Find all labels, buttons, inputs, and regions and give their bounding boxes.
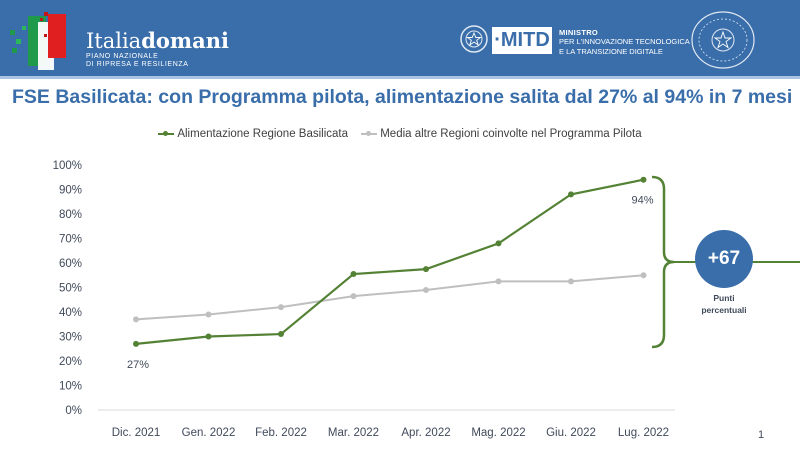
data-point-1 (278, 304, 284, 311)
y-axis-ticks: 0% 10% 20% 30% 40% 50% 60% 70% 80% 90% 100% (53, 160, 82, 417)
ministry-line1: PER L'INNOVAZIONE TECNOLOGICA (559, 37, 690, 46)
x-tick-label: Dic. 2021 (112, 427, 161, 439)
legend-label-media: Media altre Regioni coinvolte nel Progra… (380, 128, 642, 140)
data-point-0 (133, 340, 139, 347)
series-group (133, 176, 647, 347)
series-line-1 (135, 274, 644, 321)
legend-swatch-basilicata (158, 131, 175, 136)
mitd-logo: ·MITD (492, 27, 552, 54)
data-point-0 (495, 240, 502, 247)
legend-item-media: Media altre Regioni coinvolte nel Progra… (361, 128, 642, 140)
y-tick-label: 100% (53, 160, 82, 172)
ministry-line2: E LA TRANSIZIONE DIGITALE (559, 47, 663, 56)
x-tick-label: Apr. 2022 (401, 427, 450, 439)
difference-caption-line1: Punti (713, 293, 735, 303)
difference-brace (651, 175, 675, 349)
chart-legend: Alimentazione Regione Basilicata Media a… (0, 126, 800, 140)
data-point-0 (350, 271, 357, 278)
brand-name: Italiadomani (86, 28, 229, 53)
difference-caption: Punti percentuali (684, 292, 764, 316)
brand-subtitle-line2: DI RIPRESA E RESILIENZA (86, 61, 189, 68)
x-tick-label: Mag. 2022 (471, 427, 525, 439)
difference-badge: +67 (695, 230, 753, 288)
page-number: 1 (758, 429, 765, 441)
y-tick-label: 90% (59, 185, 82, 197)
y-tick-label: 20% (59, 356, 82, 368)
y-tick-label: 40% (59, 307, 82, 319)
government-seal-icon (691, 11, 755, 69)
data-point-1 (205, 311, 212, 318)
data-point-1 (423, 286, 429, 293)
data-labels: 27% 94% (127, 195, 654, 371)
data-point-0 (205, 333, 212, 340)
data-point-0 (278, 331, 284, 338)
legend-label-basilicata: Alimentazione Regione Basilicata (177, 128, 349, 140)
y-tick-label: 60% (59, 258, 82, 270)
x-tick-label: Giu. 2022 (546, 427, 596, 439)
data-point-0 (568, 191, 574, 198)
y-tick-label: 30% (59, 332, 82, 344)
brand-subtitle-line1: PIANO NAZIONALE (86, 53, 159, 60)
data-point-0 (640, 176, 647, 183)
data-point-0 (423, 266, 429, 273)
y-tick-label: 0% (65, 405, 82, 417)
data-point-1 (568, 278, 574, 285)
data-point-1 (350, 293, 357, 300)
x-tick-label: Mar. 2022 (328, 427, 379, 439)
data-point-1 (133, 316, 139, 323)
y-tick-label: 50% (59, 283, 82, 295)
legend-item-basilicata: Alimentazione Regione Basilicata (158, 128, 348, 140)
data-label: 27% (127, 359, 149, 371)
y-tick-label: 10% (59, 381, 82, 393)
x-tick-label: Gen. 2022 (182, 427, 236, 439)
y-tick-label: 70% (59, 234, 82, 246)
brand-subtitle: PIANO NAZIONALE DI RIPRESA E RESILIENZA (86, 53, 189, 69)
data-label: 94% (631, 195, 653, 207)
line-chart: 0% 10% 20% 30% 40% 50% 60% 70% 80% 90% 100% Dic. 2… (53, 160, 800, 439)
chart-title: FSE Basilicata: con Programma pilota, al… (12, 86, 793, 108)
series-line-0 (135, 178, 644, 345)
republic-emblem-icon (460, 25, 488, 53)
y-tick-label: 80% (59, 209, 82, 221)
legend-swatch-media (361, 131, 378, 136)
difference-caption-line2: percentuali (701, 305, 747, 315)
x-axis-ticks: Dic. 2021 Gen. 2022 Feb. 2022 Mar. 2022 Apr.… (112, 427, 669, 439)
italiadomani-logo-icon (10, 12, 66, 70)
header-divider (0, 76, 800, 79)
x-tick-label: Feb. 2022 (255, 427, 307, 439)
data-point-1 (495, 278, 502, 285)
brand-name-bold: domani (141, 28, 229, 53)
ministry-label: MINISTRO PER L'INNOVAZIONE TECNOLOGICA E… (559, 28, 690, 57)
data-point-1 (640, 272, 647, 279)
ministry-title: MINISTRO (559, 28, 599, 37)
brand-name-light: Italia (86, 29, 142, 53)
x-tick-label: Lug. 2022 (618, 427, 669, 439)
header-banner: Italiadomani PIANO NAZIONALE DI RIPRESA … (0, 0, 800, 76)
